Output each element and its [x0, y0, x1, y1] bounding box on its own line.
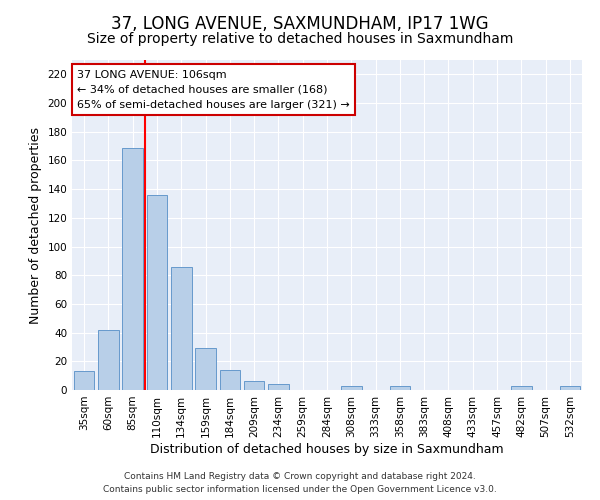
Bar [74, 372, 94, 390]
Text: Contains HM Land Registry data © Crown copyright and database right 2024.
Contai: Contains HM Land Registry data © Crown c… [103, 472, 497, 494]
Text: 37, LONG AVENUE, SAXMUNDHAM, IP17 1WG: 37, LONG AVENUE, SAXMUNDHAM, IP17 1WG [111, 15, 489, 33]
Bar [146, 195, 167, 390]
Y-axis label: Number of detached properties: Number of detached properties [29, 126, 42, 324]
Bar [98, 330, 119, 390]
Text: 37 LONG AVENUE: 106sqm
← 34% of detached houses are smaller (168)
65% of semi-de: 37 LONG AVENUE: 106sqm ← 34% of detached… [77, 70, 350, 110]
Bar [122, 148, 143, 390]
Bar [268, 384, 289, 390]
Bar [560, 386, 580, 390]
Bar [171, 266, 191, 390]
Bar [195, 348, 216, 390]
Text: Size of property relative to detached houses in Saxmundham: Size of property relative to detached ho… [87, 32, 513, 46]
Bar [511, 386, 532, 390]
Bar [389, 386, 410, 390]
Bar [341, 386, 362, 390]
X-axis label: Distribution of detached houses by size in Saxmundham: Distribution of detached houses by size … [150, 442, 504, 456]
Bar [220, 370, 240, 390]
Bar [244, 382, 265, 390]
